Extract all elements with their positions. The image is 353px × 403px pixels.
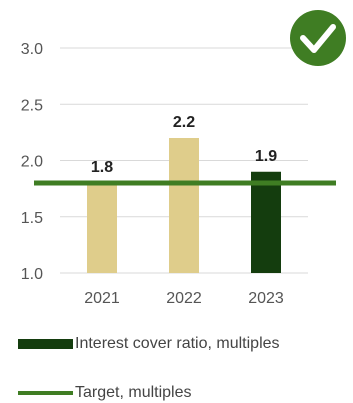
checkmark-badge <box>290 10 346 66</box>
chart: 1.0 1.5 2.0 2.5 3.0 1.8 2.2 1.9 2021 2022 2023 <box>21 10 346 307</box>
x-tick-label-2021: 2021 <box>84 290 120 307</box>
legend-item-target: Target, multiples <box>18 384 192 402</box>
legend-item-interest-cover: Interest cover ratio, multiples <box>18 335 280 353</box>
x-tick-label-2022: 2022 <box>166 290 202 307</box>
y-tick-label: 2.5 <box>21 97 43 114</box>
y-axis-ticks: 1.0 1.5 2.0 2.5 3.0 <box>21 41 43 283</box>
data-labels: 1.8 2.2 1.9 <box>91 114 277 176</box>
bar-2023 <box>251 171 281 273</box>
legend-label-interest-cover: Interest cover ratio, multiples <box>75 335 280 352</box>
x-tick-label-2023: 2023 <box>248 290 284 307</box>
x-axis-ticks: 2021 2022 2023 <box>84 290 284 307</box>
y-tick-label: 2.0 <box>21 154 43 171</box>
data-label-2022: 2.2 <box>173 114 195 131</box>
checkmark-icon <box>300 24 336 53</box>
y-tick-label: 1.0 <box>21 266 43 283</box>
bars <box>87 138 281 273</box>
bar-2021 <box>87 183 117 273</box>
legend-label-target: Target, multiples <box>75 384 192 401</box>
y-tick-label: 3.0 <box>21 41 43 58</box>
y-tick-label: 1.5 <box>21 210 43 227</box>
data-label-2021: 1.8 <box>91 159 113 176</box>
badge-circle <box>290 10 346 66</box>
bar-2022 <box>169 138 199 273</box>
legend-swatch-target <box>18 391 73 395</box>
legend-swatch-bar <box>18 339 73 349</box>
data-label-2023: 1.9 <box>255 148 277 165</box>
